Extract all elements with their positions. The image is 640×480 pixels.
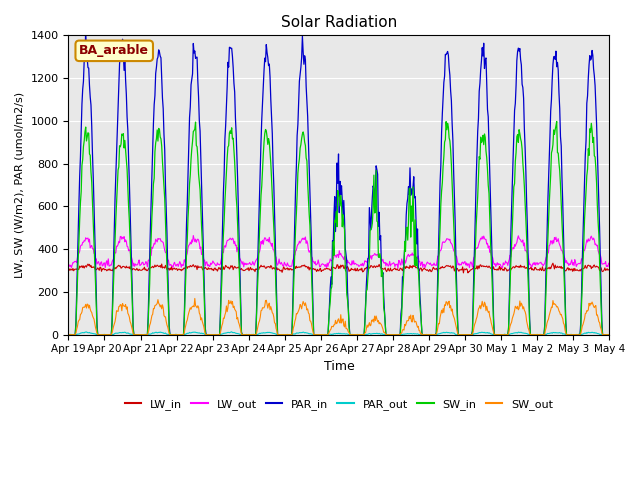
LW_in — [214, 268, 221, 274]
SW_in — [74, 256, 82, 262]
PAR_out — [421, 332, 429, 337]
Line: LW_out: LW_out — [68, 236, 609, 268]
Title: Solar Radiation: Solar Radiation — [281, 15, 397, 30]
SW_in — [420, 332, 428, 337]
LW_out — [422, 262, 429, 268]
LW_in — [74, 267, 82, 273]
X-axis label: Time: Time — [323, 360, 355, 373]
SW_out — [214, 332, 222, 337]
LW_out — [394, 265, 402, 271]
PAR_out — [214, 332, 221, 337]
SW_out — [65, 332, 72, 337]
PAR_out — [605, 332, 613, 337]
LW_in — [464, 270, 472, 276]
LW_out — [406, 252, 414, 258]
SW_in — [553, 119, 561, 124]
LW_in — [65, 266, 72, 272]
PAR_in — [421, 332, 429, 337]
LW_in — [185, 264, 193, 270]
SW_out — [405, 313, 413, 319]
Line: LW_in: LW_in — [68, 263, 609, 273]
SW_in — [214, 332, 221, 337]
PAR_out — [74, 331, 82, 337]
PAR_out — [228, 329, 236, 335]
Legend: LW_in, LW_out, PAR_in, PAR_out, SW_in, SW_out: LW_in, LW_out, PAR_in, PAR_out, SW_in, S… — [120, 394, 557, 414]
Line: SW_out: SW_out — [68, 299, 609, 335]
SW_in — [130, 332, 138, 337]
PAR_in — [131, 332, 138, 337]
SW_in — [65, 332, 72, 337]
LW_out — [65, 262, 72, 267]
LW_out — [605, 261, 613, 267]
LW_out — [74, 250, 82, 256]
PAR_out — [185, 330, 193, 336]
LW_in — [420, 265, 428, 271]
LW_in — [605, 267, 613, 273]
PAR_in — [82, 28, 90, 34]
LW_in — [130, 266, 138, 272]
Y-axis label: LW, SW (W/m2), PAR (umol/m2/s): LW, SW (W/m2), PAR (umol/m2/s) — [15, 92, 25, 278]
SW_out — [421, 332, 429, 337]
SW_in — [404, 219, 412, 225]
SW_out — [130, 332, 138, 337]
PAR_in — [605, 332, 613, 337]
SW_in — [185, 200, 193, 206]
LW_out — [185, 242, 193, 248]
SW_out — [191, 296, 198, 301]
Line: SW_in: SW_in — [68, 121, 609, 335]
PAR_out — [65, 332, 72, 337]
PAR_in — [65, 332, 72, 337]
PAR_in — [405, 192, 413, 197]
Line: PAR_out: PAR_out — [68, 332, 609, 335]
PAR_in — [214, 332, 222, 337]
PAR_in — [74, 226, 82, 232]
PAR_out — [405, 331, 413, 336]
SW_out — [185, 310, 193, 315]
LW_in — [404, 265, 412, 271]
LW_out — [189, 233, 197, 239]
PAR_out — [130, 332, 138, 337]
Line: PAR_in: PAR_in — [68, 31, 609, 335]
LW_out — [214, 262, 222, 267]
LW_in — [549, 260, 557, 266]
SW_in — [605, 332, 613, 337]
SW_out — [74, 319, 82, 325]
Text: BA_arable: BA_arable — [79, 44, 149, 57]
LW_out — [130, 260, 138, 266]
SW_out — [605, 332, 613, 337]
PAR_in — [186, 115, 193, 120]
